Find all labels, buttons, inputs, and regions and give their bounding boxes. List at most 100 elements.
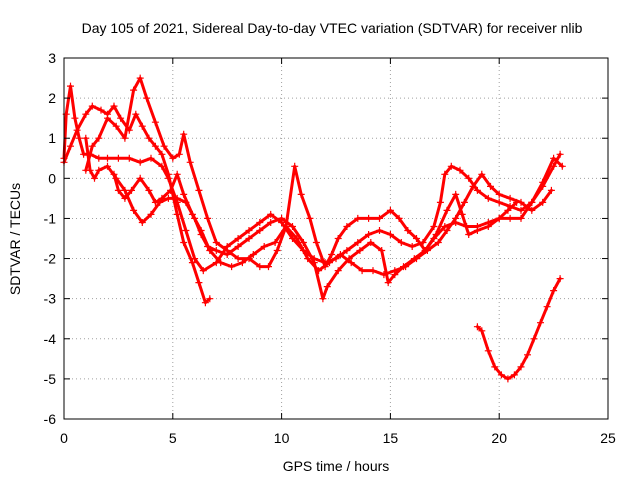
data-point [354, 239, 362, 246]
x-tick-label: 5 [169, 430, 177, 446]
data-point [204, 214, 212, 222]
data-point [478, 327, 486, 335]
data-point [539, 178, 547, 186]
data-point [136, 74, 144, 82]
data-point [432, 231, 440, 238]
chart-title: Day 105 of 2021, Sidereal Day-to-day VTE… [82, 20, 583, 36]
data-point [91, 174, 98, 182]
data-point [497, 371, 505, 379]
data-point [267, 219, 275, 226]
data-point [130, 206, 138, 214]
y-tick-label: 0 [48, 170, 56, 186]
data-point [112, 122, 120, 130]
data-point [510, 371, 518, 379]
data-point [112, 174, 120, 182]
data-point [260, 243, 268, 250]
data-point [67, 82, 74, 90]
data-point [376, 227, 383, 234]
data-point [408, 243, 416, 250]
axes: 0 5 10 15 20 25 -6 -5 -4 -3 -2 -1 0 1 2 3 [44, 50, 616, 446]
data-point [156, 198, 164, 206]
series-line [84, 136, 519, 301]
data-point [297, 190, 305, 198]
data-point [400, 263, 407, 271]
data-point [71, 114, 79, 122]
data-point [167, 186, 175, 194]
data-point [249, 251, 257, 258]
data-point [386, 231, 394, 238]
y-tick-label: -6 [44, 411, 57, 427]
data-point [223, 251, 231, 258]
data-point [365, 231, 373, 238]
data-point [530, 335, 538, 343]
data-point [278, 214, 286, 222]
data-point [173, 210, 181, 218]
x-tick-label: 10 [274, 430, 290, 446]
data-point [495, 198, 503, 206]
data-point [88, 142, 96, 150]
data-point [206, 295, 214, 303]
x-tick-label: 20 [491, 430, 507, 446]
data-point [289, 223, 296, 230]
data-point [456, 166, 464, 174]
data-point [524, 351, 531, 359]
data-point [378, 247, 386, 254]
data-point [138, 219, 146, 226]
data-point [495, 214, 503, 222]
data-point [121, 186, 129, 194]
data-point [326, 259, 333, 267]
data-point [460, 198, 468, 206]
data-point [391, 271, 399, 279]
data-point [234, 235, 242, 242]
data-point [539, 198, 547, 206]
x-tick-label: 25 [600, 430, 616, 446]
data-point [195, 186, 203, 194]
data-point [473, 227, 481, 234]
data-point [310, 259, 318, 267]
data-point [441, 170, 449, 178]
data-point [556, 275, 564, 283]
data-point [88, 102, 96, 110]
y-axis-label: SDTVAR / TECUs [7, 183, 23, 295]
data-point [528, 198, 536, 206]
data-point [452, 214, 460, 222]
data-point [345, 255, 353, 263]
data-point [204, 243, 212, 250]
x-axis-label: GPS time / hours [283, 458, 390, 474]
data-point [304, 255, 312, 263]
data-point [323, 283, 331, 291]
data-point [173, 170, 181, 178]
data-point [201, 299, 209, 307]
data-point [430, 223, 438, 230]
data-point [160, 142, 168, 150]
data-point [234, 243, 242, 250]
data-point [547, 186, 555, 194]
data-point [145, 186, 153, 194]
data-point [136, 174, 144, 182]
data-point [358, 267, 366, 275]
y-tick-label: 3 [48, 50, 56, 66]
data-point [273, 247, 281, 254]
data-point [484, 347, 492, 355]
data-point [458, 210, 466, 218]
y-tick-label: 2 [48, 90, 56, 106]
data-point [86, 166, 94, 174]
series-track-f [473, 275, 564, 383]
data-point [334, 235, 342, 242]
data-point [265, 263, 272, 271]
data-point [434, 239, 442, 246]
data-point [506, 214, 514, 222]
data-point [136, 158, 144, 166]
data-point [550, 287, 558, 295]
series-line [62, 104, 212, 305]
data-point [543, 303, 551, 311]
data-point [443, 227, 451, 234]
data-point [473, 323, 481, 331]
data-point [452, 190, 460, 198]
x-tick-label: 0 [60, 430, 68, 446]
data-point [347, 259, 355, 267]
data-point [180, 190, 188, 198]
data-point [143, 94, 151, 102]
data-point [151, 142, 159, 150]
data-point [447, 162, 455, 170]
